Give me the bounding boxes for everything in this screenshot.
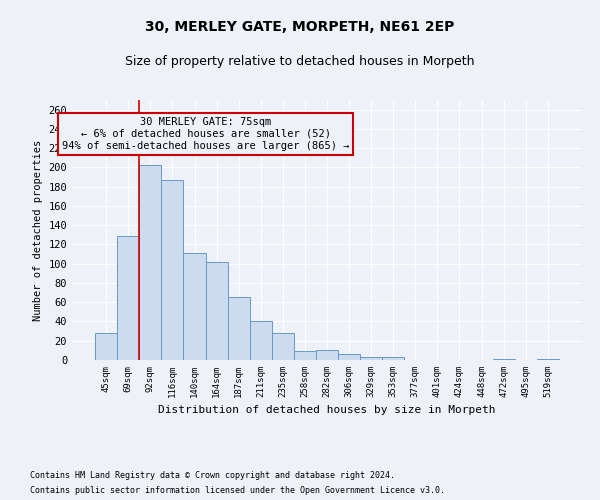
X-axis label: Distribution of detached houses by size in Morpeth: Distribution of detached houses by size … — [158, 406, 496, 415]
Bar — [184, 253, 206, 360]
Bar — [537, 359, 559, 360]
Bar — [161, 180, 184, 360]
Text: Contains public sector information licensed under the Open Government Licence v3: Contains public sector information licen… — [30, 486, 445, 495]
Text: Size of property relative to detached houses in Morpeth: Size of property relative to detached ho… — [125, 55, 475, 68]
Bar — [316, 350, 338, 360]
Bar — [360, 357, 382, 360]
Text: 30 MERLEY GATE: 75sqm
← 6% of detached houses are smaller (52)
94% of semi-detac: 30 MERLEY GATE: 75sqm ← 6% of detached h… — [62, 118, 349, 150]
Bar — [272, 333, 294, 360]
Bar — [227, 298, 250, 360]
Bar — [382, 357, 404, 360]
Y-axis label: Number of detached properties: Number of detached properties — [33, 140, 43, 320]
Bar — [95, 333, 117, 360]
Text: Contains HM Land Registry data © Crown copyright and database right 2024.: Contains HM Land Registry data © Crown c… — [30, 471, 395, 480]
Bar — [117, 236, 139, 360]
Bar — [206, 262, 227, 360]
Bar — [250, 322, 272, 360]
Bar — [294, 352, 316, 360]
Bar — [493, 359, 515, 360]
Bar — [139, 164, 161, 360]
Bar — [338, 354, 360, 360]
Text: 30, MERLEY GATE, MORPETH, NE61 2EP: 30, MERLEY GATE, MORPETH, NE61 2EP — [145, 20, 455, 34]
